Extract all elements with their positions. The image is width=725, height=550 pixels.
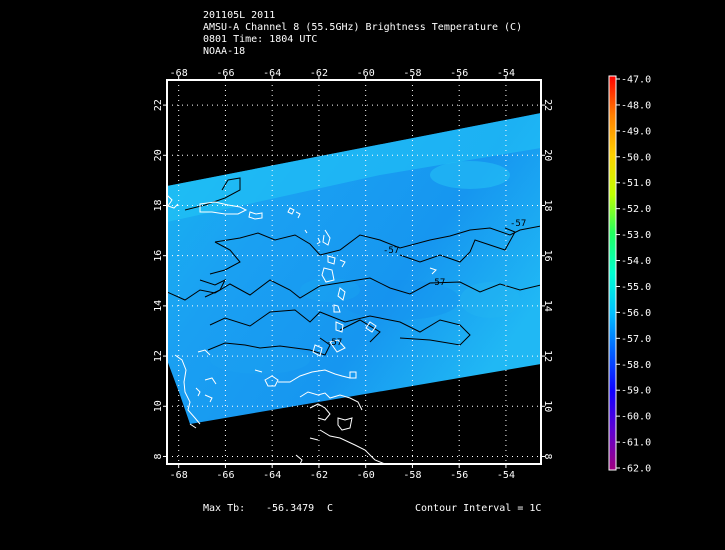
swath-patch bbox=[430, 161, 510, 189]
contour-interval: Contour Interval = 1C bbox=[415, 503, 542, 514]
lon-tick-label-bottom: -54 bbox=[497, 470, 515, 481]
lon-tick-label-top: -62 bbox=[310, 68, 328, 79]
colorbar-label: -47.0 bbox=[621, 75, 651, 86]
lat-tick-label-right: 10 bbox=[542, 400, 553, 412]
lat-tick-label-right: 22 bbox=[542, 99, 553, 111]
lat-tick-label-left: 16 bbox=[153, 250, 164, 262]
colorbar-label: -56.0 bbox=[621, 308, 651, 319]
lat-tick-label-right: 8 bbox=[542, 453, 553, 459]
contour-label: -57 bbox=[429, 278, 445, 288]
colorbar-frame bbox=[608, 75, 617, 471]
colorbar-label: -51.0 bbox=[621, 178, 651, 189]
lat-tick-label-left: 8 bbox=[153, 453, 164, 459]
colorbar-label: -59.0 bbox=[621, 386, 651, 397]
swath-bright-top bbox=[167, 113, 541, 222]
contour-label: -57 bbox=[383, 246, 399, 256]
colorbar-label: -52.0 bbox=[621, 204, 651, 215]
lon-tick-label-bottom: -64 bbox=[263, 470, 281, 481]
swath-patch bbox=[340, 280, 460, 320]
lon-tick-label-bottom: -68 bbox=[170, 470, 188, 481]
lon-tick-label-top: -54 bbox=[497, 68, 515, 79]
lon-tick-label-top: -60 bbox=[357, 68, 375, 79]
lat-tick-label-left: 20 bbox=[153, 149, 164, 161]
colorbar: -47.0 -48.0 -49.0 -50.0 -51.0 -52.0 -53.0 -54.0… bbox=[608, 75, 651, 475]
header-line-satellite: NOAA-18 bbox=[203, 46, 246, 57]
header-line-channel: AMSU-A Channel 8 (55.5GHz) Brightness Te… bbox=[203, 22, 523, 33]
lat-tick-label-left: 18 bbox=[153, 199, 164, 211]
contour-label: -57 bbox=[326, 338, 342, 348]
lon-tick-label-top: -66 bbox=[216, 68, 234, 79]
colorbar-label: -62.0 bbox=[621, 464, 651, 475]
lat-tick-label-left: 22 bbox=[153, 99, 164, 111]
colorbar-label: -54.0 bbox=[621, 256, 651, 267]
max-tb-unit: C bbox=[327, 503, 334, 514]
lon-tick-label-bottom: -62 bbox=[310, 470, 328, 481]
lat-tick-label-right: 14 bbox=[542, 300, 553, 312]
lon-tick-label-bottom: -66 bbox=[216, 470, 234, 481]
lon-tick-label-bottom: -56 bbox=[450, 470, 468, 481]
colorbar-label: -48.0 bbox=[621, 100, 651, 111]
max-tb-label: Max Tb: bbox=[203, 503, 246, 514]
colorbar-label: -50.0 bbox=[621, 152, 651, 163]
colorbar-label: -55.0 bbox=[621, 282, 651, 293]
lat-tick-label-right: 16 bbox=[542, 250, 553, 262]
colorbar-label: -61.0 bbox=[621, 438, 651, 449]
header-line-time: 0801 Time: 1804 UTC bbox=[203, 34, 318, 45]
map-header: 201105L 2011 AMSU-A Channel 8 (55.5GHz) … bbox=[203, 10, 522, 58]
contour-labels: -57 -57 -57 -57 bbox=[326, 219, 526, 348]
colorbar-label: -53.0 bbox=[621, 230, 651, 241]
lon-tick-label-bottom: -60 bbox=[357, 470, 375, 481]
swath-patch bbox=[210, 346, 310, 374]
plot-frame bbox=[166, 79, 542, 465]
graticule bbox=[167, 80, 541, 464]
lat-tick-label-right: 12 bbox=[542, 350, 553, 362]
contour-label: -57 bbox=[510, 219, 526, 229]
max-tb-value: -56.3479 bbox=[266, 503, 315, 514]
swath-patch bbox=[300, 278, 360, 302]
lat-tick-label-right: 20 bbox=[542, 149, 553, 161]
lat-tick-label-right: 18 bbox=[542, 199, 553, 211]
lon-tick-label-top: -68 bbox=[170, 68, 188, 79]
lat-tick-label-left: 10 bbox=[153, 400, 164, 412]
contour-lines bbox=[167, 177, 541, 356]
lon-tick-label-bottom: -58 bbox=[403, 470, 421, 481]
lat-tick-label-left: 14 bbox=[153, 300, 164, 312]
colorbar-label: -49.0 bbox=[621, 126, 651, 137]
lon-tick-label-top: -56 bbox=[450, 68, 468, 79]
colorbar-gradient bbox=[609, 76, 616, 470]
swath-patch bbox=[460, 282, 520, 318]
colorbar-label: -60.0 bbox=[621, 412, 651, 423]
lon-tick-label-top: -58 bbox=[403, 68, 421, 79]
axis-ticks: -68 -68 -66 -66 -64 -64 -62 -62 -60 -60 -58 -58 -56 -… bbox=[153, 68, 553, 481]
lon-tick-label-top: -64 bbox=[263, 68, 281, 79]
lat-tick-label-left: 12 bbox=[153, 350, 164, 362]
header-line-storm: 201105L 2011 bbox=[203, 10, 276, 21]
colorbar-label: -57.0 bbox=[621, 334, 651, 345]
colorbar-label: -58.0 bbox=[621, 360, 651, 371]
